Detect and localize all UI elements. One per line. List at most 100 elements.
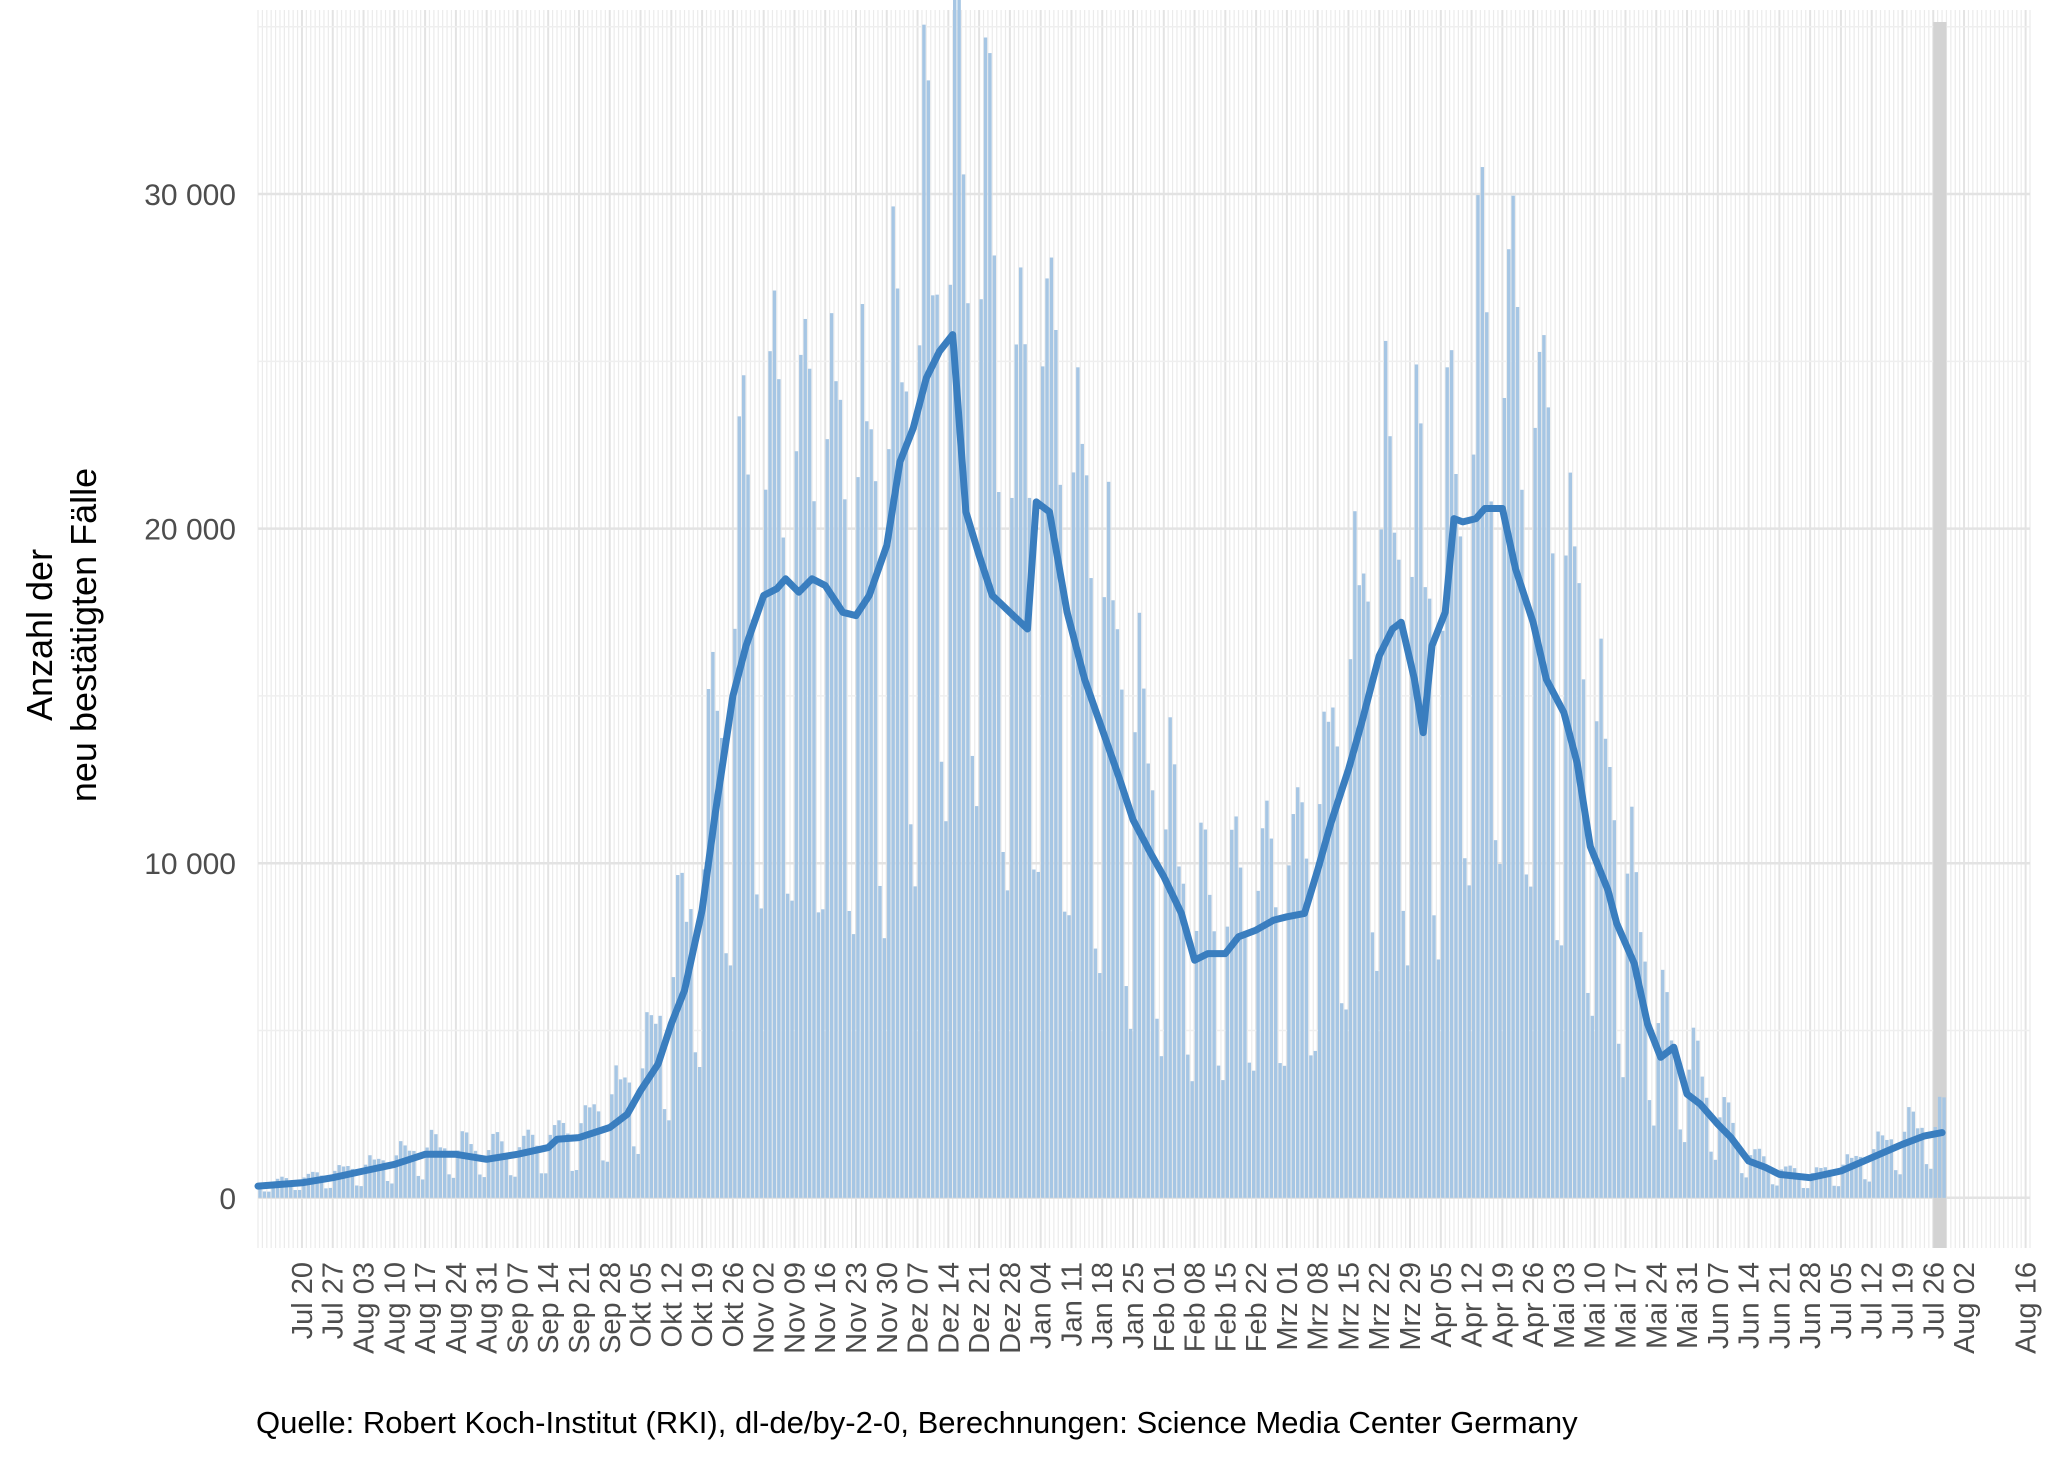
daily-case-bar <box>1212 931 1216 1198</box>
daily-case-bar <box>1590 1015 1595 1198</box>
daily-case-bar <box>680 872 684 1198</box>
daily-case-bar <box>724 953 728 1198</box>
daily-case-bar <box>1076 367 1080 1198</box>
daily-case-bar <box>1190 1081 1194 1198</box>
daily-case-bar <box>1770 1184 1775 1198</box>
daily-case-bar <box>1608 767 1612 1198</box>
daily-case-bar <box>407 1150 412 1198</box>
daily-case-bar <box>1920 1127 1924 1198</box>
daily-case-bar <box>706 688 711 1198</box>
daily-case-bar <box>1278 1063 1282 1198</box>
x-tick-label: Aug 31 <box>472 1262 504 1354</box>
daily-case-bar <box>293 1190 297 1198</box>
daily-case-bar <box>420 1179 425 1198</box>
daily-case-bar <box>1700 1076 1704 1198</box>
daily-case-bar <box>1445 367 1449 1198</box>
daily-case-bar <box>460 1131 464 1198</box>
daily-case-bar <box>1467 885 1471 1198</box>
y-tick-label: 20 000 <box>144 514 236 547</box>
daily-case-bar <box>1295 787 1300 1198</box>
daily-case-bar <box>372 1159 377 1198</box>
daily-case-bar <box>1836 1186 1841 1198</box>
daily-case-bar <box>306 1173 311 1198</box>
daily-case-bar <box>1801 1187 1806 1198</box>
daily-case-bar <box>1458 536 1463 1198</box>
daily-case-bar <box>1335 746 1339 1198</box>
daily-case-bar <box>1018 267 1023 1198</box>
daily-case-bar <box>390 1183 394 1198</box>
daily-case-bar <box>1599 638 1603 1198</box>
daily-case-bar <box>1414 364 1419 1198</box>
daily-case-bar <box>473 1150 478 1198</box>
daily-case-bar <box>403 1145 407 1198</box>
daily-case-bar <box>1828 1169 1832 1198</box>
daily-case-bar <box>1436 959 1441 1198</box>
x-tick-label: Jul 19 <box>1888 1262 1920 1339</box>
daily-case-bar <box>1230 829 1234 1198</box>
daily-case-bar <box>1621 1077 1625 1198</box>
daily-case-bar <box>1775 1185 1779 1198</box>
x-tick-label: Okt 26 <box>718 1262 750 1347</box>
daily-case-bar <box>1660 969 1665 1198</box>
daily-case-bar <box>486 1150 491 1198</box>
daily-case-bar <box>1634 872 1638 1198</box>
daily-case-bar <box>416 1175 421 1198</box>
daily-case-bar <box>1586 992 1590 1198</box>
daily-case-bar <box>517 1147 522 1198</box>
daily-case-bar <box>851 934 856 1198</box>
x-tick-label: Aug 16 <box>2011 1262 2043 1354</box>
x-tick-label: Jul 12 <box>1857 1262 1889 1339</box>
y-axis-title: Anzahl der <box>19 549 60 721</box>
y-tick-label: 30 000 <box>144 179 236 212</box>
daily-case-bar <box>1172 764 1177 1198</box>
daily-case-bar <box>873 481 878 1198</box>
daily-case-bar <box>1282 1065 1287 1198</box>
daily-case-bar <box>667 1120 671 1198</box>
daily-case-bar <box>1902 1131 1907 1198</box>
daily-case-bar <box>1731 1122 1735 1198</box>
x-tick-label: Okt 19 <box>687 1262 719 1347</box>
daily-case-bar <box>526 1129 530 1198</box>
daily-case-bar <box>311 1171 315 1198</box>
daily-case-bar <box>632 1146 636 1198</box>
highlight-layer <box>1933 22 1947 1248</box>
daily-case-bar <box>1937 1096 1942 1198</box>
daily-case-bar <box>1014 344 1019 1198</box>
daily-case-bar <box>513 1176 517 1198</box>
daily-case-bar <box>865 421 869 1198</box>
daily-case-bar <box>882 938 887 1198</box>
x-tick-label: Sep 28 <box>595 1262 627 1354</box>
x-tick-label: Dez 07 <box>903 1262 935 1354</box>
daily-case-bar <box>504 1153 508 1198</box>
daily-case-bar <box>1810 1172 1814 1198</box>
daily-case-bar <box>1181 883 1186 1198</box>
daily-case-bar <box>1489 501 1493 1198</box>
daily-case-bar <box>1317 804 1322 1198</box>
daily-case-bar <box>821 909 825 1198</box>
daily-case-bar <box>1515 306 1520 1198</box>
daily-case-bar <box>1564 555 1568 1198</box>
daily-case-bar <box>728 965 733 1198</box>
daily-case-bar <box>1247 1062 1252 1198</box>
daily-case-bar <box>777 379 781 1198</box>
daily-case-bar <box>1054 329 1058 1198</box>
daily-case-bar <box>1040 366 1045 1198</box>
x-tick-label: Mai 03 <box>1549 1262 1581 1349</box>
daily-case-bar <box>1911 1111 1915 1198</box>
daily-case-bar <box>1344 1009 1348 1198</box>
daily-case-bar <box>887 449 891 1198</box>
y-axis-title-line-2: neu bestätigten Fälle <box>63 468 104 802</box>
daily-case-bar <box>1603 738 1608 1198</box>
daily-case-bar <box>315 1172 319 1198</box>
x-tick-label: Nov 30 <box>872 1262 904 1354</box>
daily-case-bar <box>1102 597 1106 1198</box>
daily-case-bar <box>1313 1050 1318 1198</box>
daily-case-bar <box>610 1094 614 1198</box>
daily-case-bar <box>1225 926 1230 1198</box>
daily-case-bar <box>856 477 860 1198</box>
daily-case-bar <box>1304 858 1309 1198</box>
daily-case-bar <box>1942 1097 1946 1198</box>
daily-case-bar <box>566 1133 570 1198</box>
bars <box>258 0 1946 1198</box>
daily-case-bar <box>640 1068 645 1198</box>
